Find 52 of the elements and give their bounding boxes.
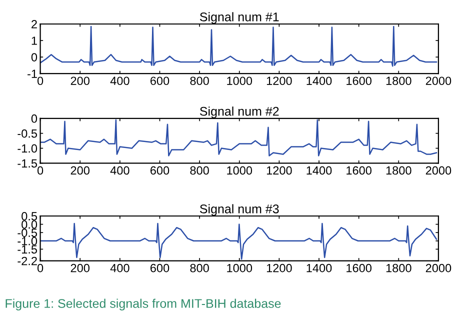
x-tick-label: 1400 bbox=[306, 264, 332, 272]
line-series bbox=[40, 26, 438, 67]
y-tick-label: 1 bbox=[32, 36, 37, 45]
x-tick-label: 600 bbox=[150, 264, 170, 272]
chart-title: Signal num #3 bbox=[200, 204, 279, 216]
x-tick-label: 1000 bbox=[227, 166, 252, 175]
y-tick-label: -1.5 bbox=[18, 159, 38, 168]
x-tick-label: 1800 bbox=[386, 76, 412, 86]
x-tick-label: 800 bbox=[190, 166, 209, 175]
caption: Figure 1: Selected signals from MIT-BIH database bbox=[6, 298, 281, 310]
x-tick-label: 1400 bbox=[306, 76, 332, 86]
x-tick-label: 1600 bbox=[346, 264, 372, 272]
x-tick-label: 600 bbox=[150, 76, 170, 86]
x-tick-label: 1200 bbox=[266, 166, 292, 175]
x-tick-label: 1600 bbox=[346, 166, 372, 175]
x-tick-label: 400 bbox=[110, 76, 130, 86]
x-tick-label: 2000 bbox=[426, 264, 452, 272]
x-tick-label: 0 bbox=[37, 76, 44, 86]
x-tick-label: 0 bbox=[37, 166, 44, 175]
x-tick-label: 600 bbox=[150, 166, 170, 175]
x-tick-label: 800 bbox=[190, 76, 209, 86]
x-tick-label: 1800 bbox=[386, 166, 412, 175]
y-tick-label: -1.0 bbox=[18, 144, 38, 153]
y-tick-label: 0 bbox=[31, 114, 38, 123]
x-tick-label: 1800 bbox=[386, 264, 412, 272]
y-tick-label: 0.0 bbox=[22, 220, 38, 229]
y-tick-label: 2 bbox=[32, 20, 37, 28]
x-tick-label: 1000 bbox=[227, 264, 252, 272]
chart-title: Signal num #1 bbox=[200, 12, 279, 24]
x-tick-label: 400 bbox=[110, 264, 130, 272]
y-tick-label: -0.5 bbox=[18, 129, 38, 138]
x-tick-label: 1000 bbox=[227, 76, 252, 86]
y-tick-label: -2.2 bbox=[18, 256, 37, 266]
x-tick-label: 1200 bbox=[266, 264, 292, 272]
y-tick-label: -1 bbox=[28, 70, 37, 78]
x-tick-label: 2000 bbox=[426, 166, 452, 175]
y-tick-label: -0.5 bbox=[18, 228, 38, 237]
x-tick-label: 1400 bbox=[306, 166, 332, 175]
x-tick-label: 0 bbox=[37, 264, 44, 272]
x-tick-label: 200 bbox=[70, 264, 90, 272]
y-tick-label: 0 bbox=[31, 53, 38, 62]
x-tick-label: 200 bbox=[70, 166, 90, 175]
y-tick-label: -1.0 bbox=[18, 236, 38, 246]
x-tick-label: 2000 bbox=[426, 76, 452, 86]
y-tick-label: 0.5 bbox=[22, 212, 38, 220]
chart-title: Signal num #2 bbox=[200, 106, 279, 118]
y-tick-label: -1.5 bbox=[18, 245, 38, 254]
x-tick-label: 200 bbox=[70, 76, 90, 86]
x-tick-label: 1200 bbox=[266, 76, 292, 86]
x-tick-label: 1600 bbox=[346, 76, 372, 86]
x-tick-label: 800 bbox=[190, 264, 209, 272]
x-tick-label: 400 bbox=[110, 166, 130, 175]
